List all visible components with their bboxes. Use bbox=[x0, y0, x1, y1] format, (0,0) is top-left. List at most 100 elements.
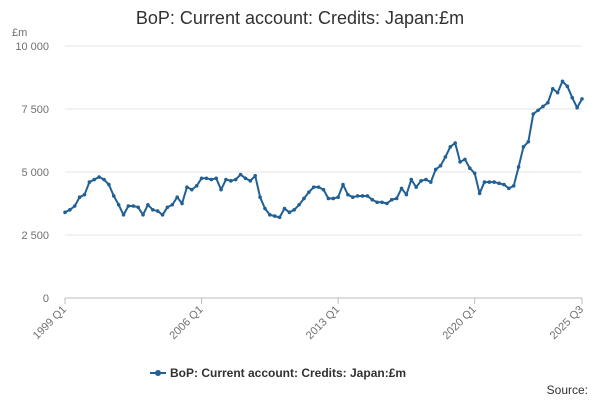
data-point bbox=[199, 176, 204, 181]
data-point bbox=[365, 194, 370, 198]
y-tick-label: 0 bbox=[43, 293, 49, 305]
data-point bbox=[77, 195, 82, 199]
data-point bbox=[370, 197, 375, 202]
x-tick-label: 2025 Q3 bbox=[548, 304, 586, 342]
data-point bbox=[180, 201, 184, 206]
data-point bbox=[360, 194, 365, 198]
data-point bbox=[209, 177, 214, 182]
data-point bbox=[404, 192, 409, 197]
data-point bbox=[331, 196, 336, 201]
y-axis-unit-label: £m bbox=[12, 27, 27, 39]
series-layer bbox=[63, 79, 584, 220]
data-point bbox=[97, 175, 101, 179]
data-point bbox=[316, 185, 321, 189]
data-point bbox=[160, 213, 165, 217]
data-point bbox=[433, 167, 438, 172]
data-point bbox=[243, 176, 248, 181]
data-point bbox=[531, 112, 536, 116]
data-point bbox=[277, 215, 282, 220]
data-point bbox=[346, 192, 350, 197]
data-point bbox=[507, 186, 511, 191]
data-point bbox=[341, 182, 345, 187]
data-point bbox=[111, 194, 116, 198]
data-point bbox=[204, 176, 209, 181]
data-point bbox=[302, 196, 306, 201]
data-point bbox=[541, 104, 545, 109]
data-point bbox=[448, 145, 453, 149]
data-point bbox=[136, 205, 140, 210]
data-point bbox=[268, 213, 272, 217]
data-point bbox=[536, 108, 540, 113]
data-point bbox=[521, 145, 526, 149]
data-point bbox=[350, 195, 355, 199]
y-tick-label: 10 000 bbox=[15, 41, 49, 53]
data-point bbox=[150, 208, 155, 212]
data-point bbox=[414, 185, 418, 189]
data-point bbox=[253, 173, 258, 178]
data-point bbox=[453, 141, 457, 145]
data-point bbox=[165, 205, 170, 210]
data-point bbox=[570, 95, 575, 100]
y-tick-label: 5 000 bbox=[21, 167, 49, 179]
gridlines bbox=[65, 45, 582, 236]
series-line bbox=[64, 80, 583, 219]
y-tick-label: 2 500 bbox=[21, 230, 49, 242]
data-point bbox=[389, 197, 394, 202]
data-point bbox=[238, 172, 243, 177]
data-point bbox=[233, 177, 238, 182]
data-point bbox=[550, 87, 555, 91]
y-axis-ticks: 0 2 500 5 000 7 500 10 000 bbox=[15, 41, 49, 305]
data-point bbox=[438, 163, 443, 168]
legend[interactable]: BoP: Current account: Credits: Japan:£m bbox=[150, 366, 406, 380]
x-axis: 1999 Q1 2006 Q1 2013 Q1 2020 Q1 2025 Q3 bbox=[31, 297, 586, 342]
data-point bbox=[472, 171, 477, 176]
legend-marker-swatch bbox=[155, 370, 161, 376]
legend-label: BoP: Current account: Credits: Japan:£m bbox=[170, 366, 406, 380]
data-point bbox=[229, 179, 233, 183]
data-point bbox=[121, 213, 126, 217]
source-label: Source: bbox=[547, 383, 588, 397]
data-point bbox=[194, 184, 199, 188]
data-point bbox=[546, 100, 550, 105]
data-point bbox=[287, 210, 292, 215]
data-point bbox=[107, 182, 111, 187]
data-point bbox=[458, 160, 462, 164]
data-point bbox=[146, 202, 150, 207]
data-point bbox=[102, 177, 106, 182]
data-point bbox=[516, 165, 521, 169]
x-tick-label: 1999 Q1 bbox=[31, 304, 69, 342]
data-point bbox=[272, 214, 277, 218]
data-point bbox=[87, 180, 92, 184]
data-point bbox=[482, 180, 487, 184]
data-point bbox=[126, 204, 131, 208]
data-point bbox=[190, 187, 194, 192]
data-point bbox=[526, 139, 531, 144]
data-point bbox=[248, 179, 253, 183]
data-point bbox=[258, 195, 262, 199]
data-point bbox=[282, 206, 287, 211]
data-point bbox=[468, 166, 472, 171]
data-point bbox=[68, 208, 72, 212]
x-tick-label: 2006 Q1 bbox=[167, 304, 205, 342]
data-point bbox=[355, 194, 360, 198]
data-point bbox=[555, 90, 560, 95]
data-point bbox=[116, 202, 121, 207]
data-point bbox=[170, 202, 175, 207]
data-point bbox=[424, 177, 428, 182]
data-point bbox=[409, 177, 414, 182]
data-point bbox=[385, 201, 389, 206]
data-point bbox=[429, 180, 433, 184]
data-point bbox=[419, 179, 423, 183]
data-point bbox=[219, 187, 223, 192]
x-tick-label: 2013 Q1 bbox=[304, 304, 342, 342]
data-point bbox=[492, 180, 497, 184]
data-point bbox=[497, 181, 501, 186]
chart-title: BoP: Current account: Credits: Japan:£m bbox=[136, 8, 464, 28]
data-point bbox=[487, 180, 492, 184]
data-point bbox=[141, 213, 145, 217]
data-point bbox=[380, 200, 384, 205]
data-point bbox=[443, 155, 448, 159]
data-point bbox=[311, 185, 316, 189]
